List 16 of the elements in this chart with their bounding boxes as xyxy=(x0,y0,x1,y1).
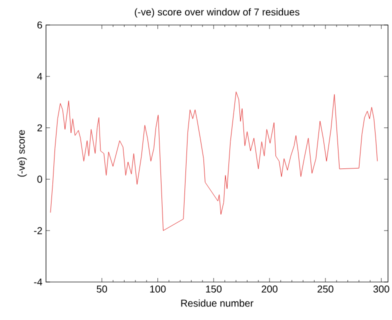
line-series xyxy=(50,92,378,231)
y-tick-label: 2 xyxy=(37,124,42,132)
y-tick-label: -4 xyxy=(34,278,42,286)
x-tick-label: 100 xyxy=(150,286,166,293)
x-tick-label: 150 xyxy=(206,286,222,293)
x-axis-title: Residue number xyxy=(181,299,254,307)
y-tick-label: -2 xyxy=(34,227,42,234)
x-tick-label: 50 xyxy=(96,286,108,293)
x-tick-label: 200 xyxy=(262,286,278,293)
y-axis-title: (-ve) score xyxy=(18,130,27,177)
x-tick-label: 250 xyxy=(318,286,334,293)
x-tick-label: 300 xyxy=(373,286,390,293)
y-tick-label: 0 xyxy=(37,176,42,183)
y-tick-label: 4 xyxy=(37,72,42,80)
y-tick-label: 6 xyxy=(37,21,42,29)
chart-title: (-ve) score over window of 7 residues xyxy=(134,8,300,18)
